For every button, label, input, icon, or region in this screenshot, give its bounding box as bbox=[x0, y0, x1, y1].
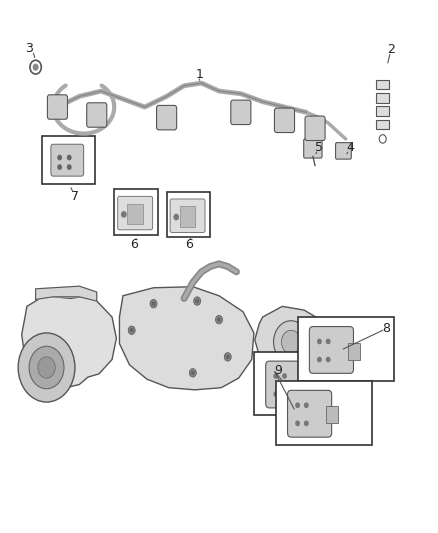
Circle shape bbox=[196, 300, 198, 303]
Circle shape bbox=[29, 346, 64, 389]
FancyBboxPatch shape bbox=[87, 103, 107, 127]
Text: 6: 6 bbox=[185, 238, 193, 251]
FancyBboxPatch shape bbox=[47, 95, 67, 119]
Circle shape bbox=[150, 300, 157, 308]
Bar bbox=[114, 189, 158, 235]
Circle shape bbox=[122, 212, 126, 217]
FancyBboxPatch shape bbox=[170, 199, 205, 232]
Circle shape bbox=[67, 165, 71, 169]
Text: 2: 2 bbox=[388, 43, 396, 56]
FancyBboxPatch shape bbox=[288, 390, 332, 437]
Circle shape bbox=[58, 165, 61, 169]
Circle shape bbox=[174, 214, 178, 220]
Circle shape bbox=[326, 340, 330, 344]
FancyBboxPatch shape bbox=[305, 116, 325, 141]
Circle shape bbox=[282, 330, 300, 354]
Polygon shape bbox=[120, 287, 254, 390]
FancyBboxPatch shape bbox=[266, 361, 310, 408]
Circle shape bbox=[189, 368, 196, 377]
Circle shape bbox=[296, 403, 299, 407]
Circle shape bbox=[318, 340, 321, 344]
Circle shape bbox=[67, 156, 71, 160]
Circle shape bbox=[224, 353, 231, 361]
Polygon shape bbox=[255, 306, 325, 369]
Circle shape bbox=[187, 214, 191, 220]
FancyBboxPatch shape bbox=[309, 327, 353, 373]
Circle shape bbox=[33, 64, 38, 70]
Bar bbox=[42, 136, 95, 184]
Text: 1: 1 bbox=[195, 68, 203, 80]
Polygon shape bbox=[35, 286, 97, 301]
Text: 9: 9 bbox=[274, 364, 282, 377]
Bar bbox=[297, 317, 394, 381]
Bar bbox=[254, 352, 350, 415]
Circle shape bbox=[274, 321, 308, 364]
Circle shape bbox=[194, 297, 201, 305]
Circle shape bbox=[326, 358, 330, 362]
Bar bbox=[376, 93, 389, 103]
Circle shape bbox=[58, 156, 61, 160]
Circle shape bbox=[296, 421, 299, 425]
Text: 8: 8 bbox=[382, 322, 390, 335]
Bar bbox=[326, 406, 338, 423]
FancyBboxPatch shape bbox=[156, 106, 177, 130]
FancyBboxPatch shape bbox=[336, 143, 351, 159]
FancyBboxPatch shape bbox=[118, 196, 152, 230]
Circle shape bbox=[218, 318, 220, 321]
FancyBboxPatch shape bbox=[304, 139, 322, 158]
Bar bbox=[376, 107, 389, 116]
Circle shape bbox=[283, 374, 286, 378]
Circle shape bbox=[131, 329, 133, 332]
Circle shape bbox=[304, 421, 308, 425]
Text: 3: 3 bbox=[25, 42, 33, 55]
Text: 6: 6 bbox=[130, 238, 138, 251]
Text: 4: 4 bbox=[346, 141, 354, 155]
Circle shape bbox=[18, 333, 75, 402]
FancyBboxPatch shape bbox=[275, 108, 294, 133]
FancyBboxPatch shape bbox=[51, 144, 84, 176]
Text: 7: 7 bbox=[71, 190, 79, 203]
Polygon shape bbox=[21, 296, 117, 387]
Bar bbox=[376, 120, 389, 130]
Bar bbox=[348, 343, 360, 360]
Circle shape bbox=[274, 392, 278, 396]
Bar bbox=[276, 381, 372, 445]
Circle shape bbox=[135, 212, 139, 217]
Circle shape bbox=[274, 374, 278, 378]
Bar bbox=[304, 377, 316, 394]
Bar bbox=[180, 206, 195, 227]
Circle shape bbox=[215, 316, 223, 324]
Circle shape bbox=[191, 371, 194, 374]
Text: 5: 5 bbox=[315, 141, 323, 155]
Circle shape bbox=[152, 302, 155, 305]
Circle shape bbox=[283, 392, 286, 396]
Circle shape bbox=[128, 326, 135, 335]
Bar bbox=[376, 80, 389, 90]
Circle shape bbox=[318, 358, 321, 362]
FancyBboxPatch shape bbox=[231, 100, 251, 125]
Bar bbox=[166, 192, 210, 237]
Circle shape bbox=[226, 356, 229, 359]
Circle shape bbox=[304, 403, 308, 407]
Circle shape bbox=[38, 357, 55, 378]
Bar bbox=[127, 204, 143, 224]
